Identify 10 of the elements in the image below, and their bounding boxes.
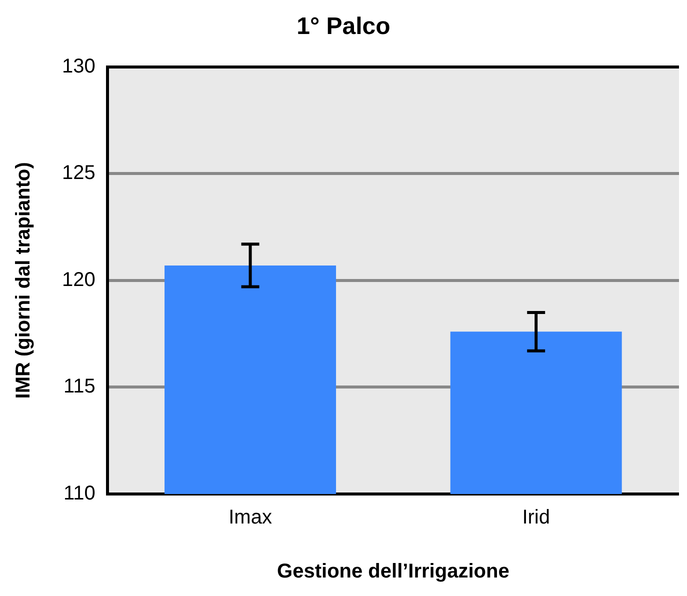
y-tick-label: 130 bbox=[62, 55, 96, 78]
x-tick-label: Irid bbox=[522, 506, 550, 529]
y-tick-label: 125 bbox=[62, 162, 96, 184]
y-tick-label: 115 bbox=[63, 376, 96, 398]
x-tick-label: Imax bbox=[228, 506, 272, 529]
y-tick-label: 120 bbox=[62, 268, 96, 291]
y-axis-title: IMR (giorni dal trapianto) bbox=[12, 162, 35, 399]
y-tick-label: 110 bbox=[63, 482, 96, 505]
chart-title: 1° Palco bbox=[296, 13, 390, 40]
x-axis-title: Gestione dell’Irrigazione bbox=[277, 560, 510, 583]
